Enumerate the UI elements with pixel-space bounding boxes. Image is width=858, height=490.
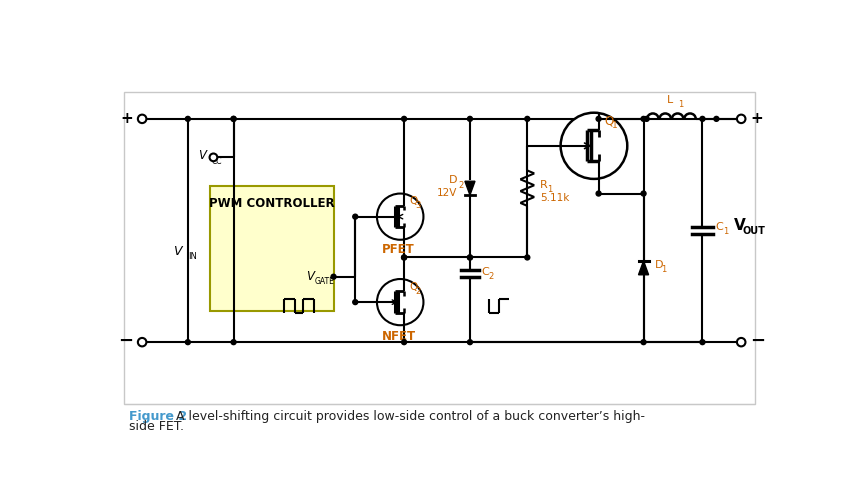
Text: C: C bbox=[716, 221, 723, 232]
Polygon shape bbox=[638, 261, 649, 275]
Text: D: D bbox=[655, 260, 663, 270]
Circle shape bbox=[468, 340, 473, 344]
Text: V: V bbox=[173, 245, 182, 258]
Text: PFET: PFET bbox=[383, 243, 415, 256]
Text: Q: Q bbox=[409, 196, 418, 206]
Text: 5.11k: 5.11k bbox=[540, 193, 569, 203]
Text: IN: IN bbox=[188, 252, 196, 261]
Circle shape bbox=[402, 340, 407, 344]
Circle shape bbox=[402, 255, 407, 260]
Circle shape bbox=[185, 117, 190, 122]
Circle shape bbox=[468, 255, 473, 260]
Text: 2: 2 bbox=[458, 181, 464, 190]
Circle shape bbox=[377, 194, 424, 240]
Text: 12V: 12V bbox=[438, 188, 457, 198]
Circle shape bbox=[377, 279, 424, 325]
Circle shape bbox=[525, 117, 529, 122]
Circle shape bbox=[353, 214, 358, 219]
Text: 1: 1 bbox=[662, 265, 667, 274]
Circle shape bbox=[468, 255, 473, 260]
Circle shape bbox=[596, 191, 601, 196]
Circle shape bbox=[231, 117, 236, 122]
FancyBboxPatch shape bbox=[124, 92, 755, 404]
Circle shape bbox=[714, 117, 719, 122]
Circle shape bbox=[402, 255, 407, 260]
Text: 1: 1 bbox=[612, 122, 618, 130]
Circle shape bbox=[737, 115, 746, 123]
Circle shape bbox=[644, 117, 650, 122]
Text: +: + bbox=[120, 111, 133, 125]
Circle shape bbox=[209, 153, 217, 161]
Text: 3: 3 bbox=[415, 201, 421, 210]
Circle shape bbox=[138, 338, 147, 346]
Circle shape bbox=[737, 338, 746, 346]
Circle shape bbox=[641, 340, 646, 344]
Text: GATE: GATE bbox=[315, 277, 335, 286]
Circle shape bbox=[231, 340, 236, 344]
Polygon shape bbox=[465, 181, 475, 195]
Text: Figure 2: Figure 2 bbox=[129, 410, 187, 422]
FancyBboxPatch shape bbox=[209, 186, 334, 311]
Circle shape bbox=[641, 117, 646, 122]
Text: R: R bbox=[540, 180, 547, 190]
Circle shape bbox=[560, 113, 627, 179]
Text: V: V bbox=[197, 149, 206, 162]
Text: V: V bbox=[306, 270, 314, 283]
Text: −: − bbox=[751, 332, 765, 350]
Text: 1: 1 bbox=[679, 100, 684, 109]
Text: Q: Q bbox=[605, 115, 614, 128]
Text: 2: 2 bbox=[488, 272, 494, 281]
Text: PWM CONTROLLER: PWM CONTROLLER bbox=[208, 197, 335, 210]
Circle shape bbox=[468, 117, 473, 122]
Circle shape bbox=[185, 340, 190, 344]
Text: 1: 1 bbox=[722, 227, 728, 236]
Text: C: C bbox=[481, 267, 489, 277]
Text: −: − bbox=[118, 332, 133, 350]
Text: L: L bbox=[667, 95, 673, 105]
Text: side FET.: side FET. bbox=[129, 419, 184, 433]
Text: CC: CC bbox=[212, 157, 222, 166]
Circle shape bbox=[231, 117, 236, 122]
Circle shape bbox=[138, 115, 147, 123]
Text: D: D bbox=[449, 175, 457, 185]
Circle shape bbox=[353, 300, 358, 305]
Text: 1: 1 bbox=[547, 185, 552, 194]
Circle shape bbox=[596, 117, 601, 122]
Text: OUT: OUT bbox=[743, 225, 765, 236]
Circle shape bbox=[525, 255, 529, 260]
Text: V: V bbox=[734, 219, 746, 233]
Circle shape bbox=[700, 340, 705, 344]
Circle shape bbox=[402, 117, 407, 122]
Text: 2: 2 bbox=[415, 287, 421, 296]
Text: NFET: NFET bbox=[382, 329, 416, 343]
Text: A level-shifting circuit provides low-side control of a buck converter’s high-: A level-shifting circuit provides low-si… bbox=[172, 410, 644, 422]
Circle shape bbox=[331, 274, 336, 279]
Circle shape bbox=[700, 117, 705, 122]
Text: Q: Q bbox=[409, 282, 418, 292]
Circle shape bbox=[641, 191, 646, 196]
Text: +: + bbox=[751, 111, 764, 125]
